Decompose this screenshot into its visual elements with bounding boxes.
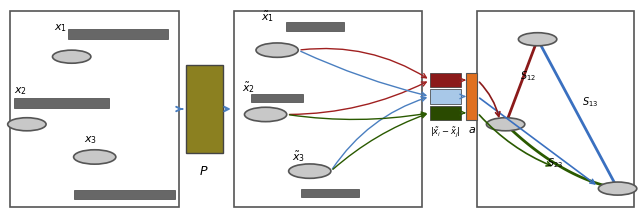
Text: $a$: $a$	[468, 125, 476, 135]
Circle shape	[518, 33, 557, 46]
Bar	[186, 65, 223, 153]
Text: $S_{13}$: $S_{13}$	[582, 95, 598, 109]
Bar	[430, 73, 461, 87]
Circle shape	[256, 43, 298, 57]
Bar	[477, 11, 634, 207]
Bar	[234, 11, 422, 207]
Text: $|\tilde{x}_i - \tilde{x}_j|$: $|\tilde{x}_i - \tilde{x}_j|$	[430, 125, 461, 139]
Bar	[251, 94, 303, 102]
Bar	[10, 11, 179, 207]
Circle shape	[74, 150, 116, 164]
Text: $x_3$: $x_3$	[84, 134, 97, 146]
Text: $\tilde{x}_1$: $\tilde{x}_1$	[261, 9, 275, 24]
Bar	[74, 190, 175, 199]
Text: $P$: $P$	[200, 165, 209, 178]
Bar	[14, 98, 109, 108]
Circle shape	[598, 182, 637, 195]
Text: $S_{23}$: $S_{23}$	[547, 157, 563, 170]
Text: $S_{12}$: $S_{12}$	[520, 69, 536, 83]
Circle shape	[52, 50, 91, 63]
Text: $\tilde{x}_3$: $\tilde{x}_3$	[292, 149, 305, 164]
Circle shape	[486, 118, 525, 131]
Circle shape	[244, 107, 287, 122]
Bar	[466, 73, 477, 120]
Bar	[68, 29, 168, 39]
Bar	[430, 106, 461, 120]
Text: $x_1$: $x_1$	[54, 22, 67, 34]
Bar	[301, 189, 359, 197]
Circle shape	[8, 118, 46, 131]
Text: $\tilde{x}_2$: $\tilde{x}_2$	[242, 80, 255, 95]
Bar	[286, 22, 344, 31]
Bar	[430, 89, 461, 104]
Circle shape	[289, 164, 331, 178]
Text: $x_2$: $x_2$	[14, 85, 27, 97]
